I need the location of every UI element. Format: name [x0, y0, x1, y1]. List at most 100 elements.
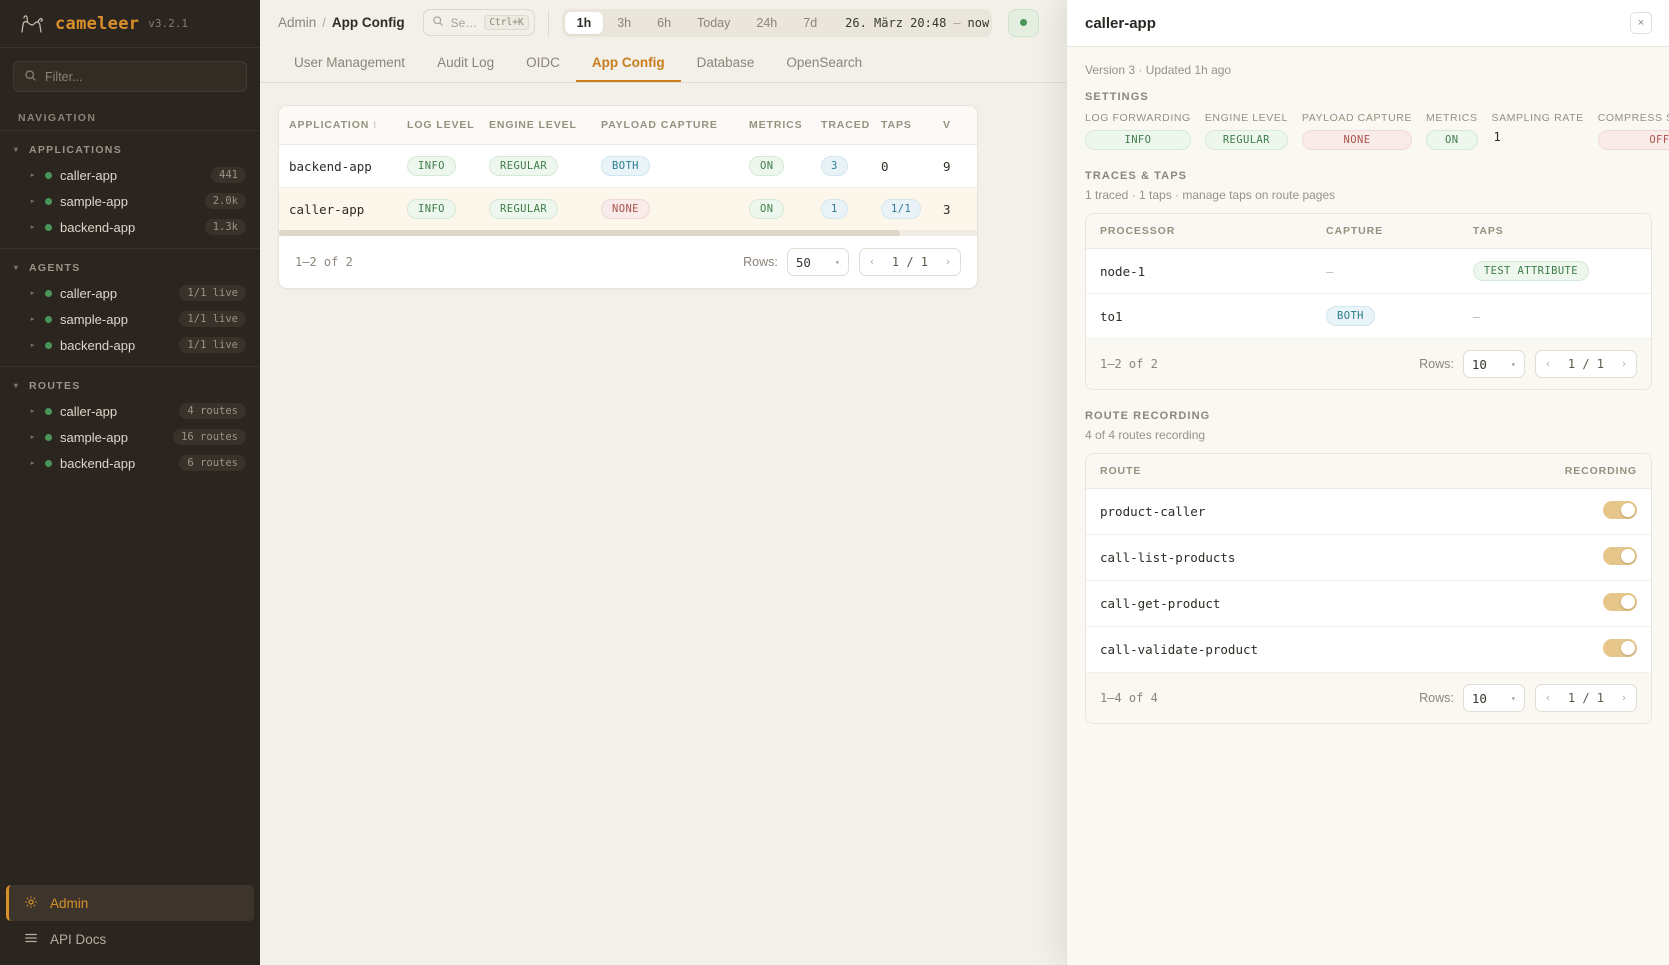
chevron-down-icon: ▾ — [1511, 359, 1516, 369]
tab-oidc[interactable]: OIDC — [526, 55, 560, 70]
range-today[interactable]: Today — [697, 15, 731, 30]
tab-audit-log[interactable]: Audit Log — [437, 55, 495, 70]
sidebar-item-agents-sample-app[interactable]: ▸ sample-app 1/1 live — [0, 306, 260, 332]
col-taps[interactable]: TAPS — [871, 106, 933, 145]
table-row[interactable]: call-get-product — [1086, 580, 1651, 627]
close-icon[interactable]: × — [1630, 12, 1652, 34]
table-row[interactable]: call-validate-product — [1086, 626, 1651, 673]
sidebar-item-routes-sample-app[interactable]: ▸ sample-app 16 routes — [0, 424, 260, 450]
range-6h[interactable]: 6h — [657, 15, 672, 30]
prev-page-button[interactable]: ‹ — [1544, 357, 1552, 370]
sidebar-item-applications-caller-app[interactable]: ▸ caller-app 441 — [0, 162, 260, 188]
rows-per-page-select[interactable]: 10 ▾ — [1462, 350, 1525, 378]
time-range-display[interactable]: 26. März 20:48 — now — [845, 16, 989, 30]
col-route[interactable]: ROUTE — [1086, 454, 1493, 489]
tab-bar: User Management Audit Log OIDC App Confi… — [260, 45, 1669, 83]
sidebar-item-label: sample-app — [60, 429, 128, 445]
col-log-level[interactable]: LOG LEVEL — [397, 106, 479, 145]
setting-label: LOG FORWARDING — [1085, 112, 1191, 124]
sidebar-item-badge: 1.3k — [204, 219, 246, 235]
next-page-button[interactable]: › — [1620, 357, 1628, 370]
sidebar-item-routes-caller-app[interactable]: ▸ caller-app 4 routes — [0, 398, 260, 424]
prev-page-button[interactable]: ‹ — [1544, 691, 1552, 704]
global-search[interactable]: Se… Ctrl+K — [422, 9, 535, 36]
group-header-routes[interactable]: ▾ ROUTES — [0, 374, 260, 398]
col-processor[interactable]: PROCESSOR — [1086, 214, 1312, 249]
table-row[interactable]: backend-app INFO REGULAR BOTH ON 3 0 9 — [279, 144, 977, 188]
rows-per-page-select[interactable]: 10 ▾ — [1462, 684, 1525, 712]
sidebar-item-applications-sample-app[interactable]: ▸ sample-app 2.0k — [0, 188, 260, 214]
group-header-agents[interactable]: ▾ AGENTS — [0, 256, 260, 280]
pagination: ‹ 1 / 1 › — [1534, 350, 1637, 378]
prev-page-button[interactable]: ‹ — [868, 255, 876, 268]
breadcrumb-root[interactable]: Admin — [278, 15, 317, 30]
col-v[interactable]: V — [933, 106, 977, 145]
live-status-pill[interactable] — [1008, 8, 1040, 37]
filter-input[interactable] — [45, 69, 236, 84]
setting-log-forwarding: LOG FORWARDING INFO — [1085, 112, 1205, 150]
next-page-button[interactable]: › — [1620, 691, 1628, 704]
traced-chip: 1 — [821, 199, 848, 219]
rows-per-page-select[interactable]: 50 ▾ — [786, 248, 849, 276]
sidebar-item-applications-backend-app[interactable]: ▸ backend-app 1.3k — [0, 214, 260, 240]
range-1h[interactable]: 1h — [564, 11, 604, 34]
sidebar-item-admin[interactable]: Admin — [6, 885, 254, 921]
sidebar-item-label: sample-app — [60, 311, 128, 327]
col-taps[interactable]: TAPS — [1458, 214, 1651, 249]
col-capture[interactable]: CAPTURE — [1312, 214, 1459, 249]
cell-application: caller-app — [289, 201, 365, 217]
sort-icon: ⁞ — [373, 120, 378, 130]
cell-traced: 1 — [811, 188, 871, 231]
traced-chip: 3 — [821, 156, 848, 176]
settings-grid: LOG FORWARDING INFO ENGINE LEVEL REGULAR… — [1085, 112, 1669, 150]
col-engine-level[interactable]: ENGINE LEVEL — [479, 106, 591, 145]
recording-toggle[interactable] — [1603, 547, 1637, 565]
col-payload-capture[interactable]: PAYLOAD CAPTURE — [591, 106, 739, 145]
recording-toggle[interactable] — [1603, 593, 1637, 611]
group-header-applications[interactable]: ▾ APPLICATIONS — [0, 138, 260, 162]
col-recording[interactable]: RECORDING — [1492, 454, 1651, 489]
setting-value-chip: ON — [1426, 130, 1478, 150]
recording-toggle[interactable] — [1603, 639, 1637, 657]
content-area: APPLICATION ⁞ LOG LEVEL ENGINE LEVEL PAY… — [260, 83, 1669, 965]
col-traced[interactable]: TRACED — [811, 106, 871, 145]
range-3h[interactable]: 3h — [617, 15, 632, 30]
sidebar-item-agents-caller-app[interactable]: ▸ caller-app 1/1 live — [0, 280, 260, 306]
chevron-down-icon: ▾ — [835, 257, 840, 267]
tab-user-management[interactable]: User Management — [294, 55, 406, 70]
sidebar-item-api-docs[interactable]: API Docs — [6, 921, 254, 957]
range-24h[interactable]: 24h — [756, 15, 778, 30]
table-row[interactable]: node-1 — TEST ATTRIBUTE — [1086, 248, 1651, 294]
cell-recording — [1492, 626, 1651, 673]
table-row[interactable]: product-caller — [1086, 488, 1651, 535]
setting-sampling-rate: SAMPLING RATE 1 — [1492, 112, 1598, 144]
log-level-chip: INFO — [407, 156, 456, 176]
cell-traced: 3 — [811, 144, 871, 188]
sidebar-item-agents-backend-app[interactable]: ▸ backend-app 1/1 live — [0, 332, 260, 358]
tab-database[interactable]: Database — [696, 55, 755, 70]
traces-footer: 1–2 of 2 Rows: 10 ▾ ‹ 1 / 1 › — [1086, 339, 1651, 389]
nav-group-routes: ▾ ROUTES ▸ caller-app 4 routes ▸ sample-… — [0, 366, 260, 484]
setting-label: SAMPLING RATE — [1491, 112, 1584, 124]
tab-app-config[interactable]: App Config — [575, 46, 681, 82]
recording-toggle[interactable] — [1603, 501, 1637, 519]
range-7d[interactable]: 7d — [803, 15, 818, 30]
horizontal-scrollbar[interactable] — [279, 230, 977, 236]
table-row[interactable]: to1 BOTH — — [1086, 293, 1651, 339]
col-application[interactable]: APPLICATION ⁞ — [279, 106, 397, 145]
rows-label: Rows: — [1419, 357, 1454, 371]
table-row[interactable]: caller-app INFO REGULAR NONE ON 1 1/1 3 — [279, 187, 977, 231]
table-row[interactable]: call-list-products — [1086, 534, 1651, 581]
status-dot — [45, 171, 52, 179]
next-page-button[interactable]: › — [944, 255, 952, 268]
sidebar-filter[interactable] — [13, 61, 247, 92]
sidebar-item-routes-backend-app[interactable]: ▸ backend-app 6 routes — [0, 450, 260, 476]
sidebar-item-label: caller-app — [60, 167, 118, 183]
tab-opensearch[interactable]: OpenSearch — [786, 55, 863, 70]
setting-value-chip: OFF — [1597, 130, 1669, 150]
breadcrumb-current: App Config — [331, 15, 405, 30]
col-metrics[interactable]: METRICS — [739, 106, 811, 145]
brand[interactable]: cameleer v3.2.1 — [0, 0, 260, 48]
table-footer: 1–2 of 2 Rows: 50 ▾ ‹ 1 / 1 › — [279, 236, 977, 288]
recording-footer: 1–4 of 4 Rows: 10 ▾ ‹ 1 / 1 › — [1086, 673, 1651, 723]
